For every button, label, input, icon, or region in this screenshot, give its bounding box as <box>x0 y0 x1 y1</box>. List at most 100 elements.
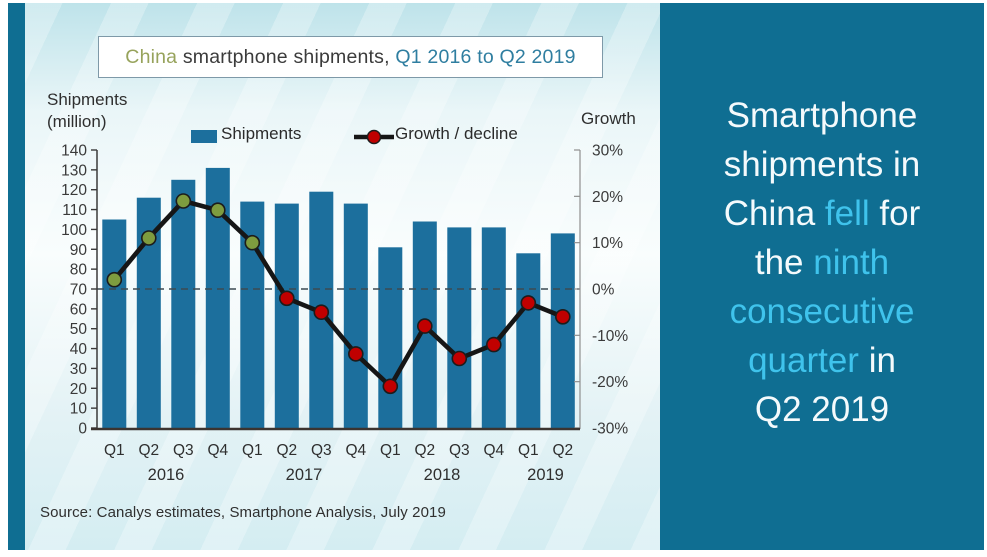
headline-highlight: quarter <box>748 341 859 380</box>
right-axis-title: Growth <box>581 109 636 128</box>
headline-highlight: fell <box>824 194 870 233</box>
growth-marker-Q3 2016 <box>175 193 192 209</box>
x-quarter-label: Q3 <box>311 442 332 459</box>
x-year-label-2017: 2017 <box>286 466 323 484</box>
growth-marker-Q3 2018 <box>451 350 468 367</box>
source-note: Source: Canalys estimates, Smartphone An… <box>40 504 446 521</box>
growth-marker-Q1 2016 <box>106 271 123 288</box>
headline-text: in <box>858 341 896 380</box>
x-quarter-label: Q1 <box>380 442 401 459</box>
x-quarter-label: Q2 <box>138 442 159 459</box>
x-quarter-label: Q2 <box>414 442 435 459</box>
shipments-legend-swatch <box>191 130 217 143</box>
x-quarter-label: Q1 <box>518 442 539 459</box>
headline-text: Smartphone <box>726 96 918 135</box>
headline-line: shipments in <box>660 140 984 189</box>
left-axis-tick-label: 70 <box>70 282 88 299</box>
headline-line: Q2 2019 <box>660 385 984 434</box>
growth-marker-Q1 2017 <box>244 234 261 251</box>
right-axis-tick-label: -10% <box>592 328 628 345</box>
x-quarter-label: Q1 <box>242 442 263 459</box>
growth-marker-Q2 2017 <box>278 290 295 307</box>
chart-title-segment: Q1 2016 to Q2 2019 <box>395 45 576 68</box>
x-quarter-label: Q4 <box>207 442 228 459</box>
headline-text: China <box>723 194 825 233</box>
shipments-bar-Q1 2018 <box>378 247 403 428</box>
x-quarter-label: Q3 <box>449 442 470 459</box>
left-axis-tick-label: 80 <box>70 262 88 279</box>
left-axis-tick-label: 130 <box>61 162 87 179</box>
combo-chart: 0 10 20 30 40 50 60 70 80 90 100 110 120 130 140 -30% -2… <box>61 143 628 485</box>
headline-line: the ninth <box>660 238 984 287</box>
left-axis-title: Shipments (million) <box>47 89 127 133</box>
chart-panel: China smartphone shipments, Q1 2016 to Q… <box>25 3 660 550</box>
left-axis-tick-label: 110 <box>62 202 87 219</box>
x-quarter-label: Q3 <box>173 442 194 459</box>
x-quarter-label: Q4 <box>345 442 366 459</box>
shipments-bar-Q3 2018 <box>447 227 472 428</box>
growth-marker-Q4 2016 <box>210 202 226 218</box>
right-axis-tick-label: 20% <box>592 189 623 206</box>
chart-title: China smartphone shipments, Q1 2016 to Q… <box>98 36 603 78</box>
left-axis-tick-label: 10 <box>70 401 88 418</box>
growth-marker-Q4 2018 <box>485 336 502 353</box>
shipments-bar-Q1 2019 <box>516 253 541 428</box>
right-axis-tick-label: 30% <box>592 143 623 160</box>
x-quarter-label: Q4 <box>483 442 504 459</box>
left-axis-tick-label: 60 <box>70 301 88 318</box>
chart-title-segment: China <box>125 45 183 68</box>
left-axis-tick-label: 40 <box>70 341 88 358</box>
left-axis-tick-label: 120 <box>61 182 87 199</box>
growth-marker-Q4 2017 <box>347 346 364 362</box>
shipments-legend-label: Shipments <box>221 124 302 143</box>
shipments-bar-Q1 2017 <box>240 201 265 428</box>
x-year-label-2019: 2019 <box>527 466 564 484</box>
headline-text: shipments in <box>723 145 921 184</box>
right-axis-tick-label: -30% <box>592 421 628 438</box>
x-quarter-label: Q2 <box>552 442 573 459</box>
shipments-bar-Q1 2016 <box>102 219 127 428</box>
growth-legend-marker-icon <box>353 129 395 150</box>
x-quarter-label: Q1 <box>104 442 125 459</box>
x-year-label-2016: 2016 <box>148 466 185 484</box>
growth-marker-Q1 2018 <box>382 378 399 395</box>
shipments-bar-Q4 2018 <box>481 227 506 428</box>
left-axis-tick-label: 100 <box>61 222 87 239</box>
growth-marker-Q2 2019 <box>554 308 571 325</box>
headline-sidebar: Smartphone shipments in China fell for the … <box>660 3 984 550</box>
headline-line: Smartphone <box>660 91 984 140</box>
left-axis-title-line: (million) <box>47 112 107 131</box>
left-axis-tick-label: 140 <box>61 143 87 160</box>
headline-highlight: consecutive <box>729 292 915 331</box>
left-axis-tick-label: 0 <box>78 421 87 438</box>
shipments-bar-Q4 2017 <box>343 203 368 428</box>
chart-title-segment: smartphone shipments, <box>182 45 396 68</box>
left-axis-tick-label: 20 <box>70 381 88 398</box>
right-axis-tick-label: 10% <box>592 235 623 252</box>
headline-highlight: ninth <box>813 243 890 282</box>
headline-line: quarter in <box>660 336 984 385</box>
headline-text: Q2 2019 <box>754 390 890 429</box>
headline-text: for <box>869 194 921 233</box>
right-axis-tick-label: 0% <box>592 282 615 299</box>
growth-marker-Q2 2016 <box>141 230 157 246</box>
headline-text: the <box>754 243 814 282</box>
growth-legend-label: Growth / decline <box>395 124 518 143</box>
left-axis-tick-label: 90 <box>70 242 88 259</box>
shipments-bar-Q3 2016 <box>171 179 196 428</box>
left-axis-tick-label: 50 <box>70 321 88 338</box>
growth-marker-Q1 2019 <box>520 295 537 311</box>
shipments-bar-Q2 2017 <box>274 203 299 428</box>
left-accent-stripe <box>8 3 25 550</box>
x-quarter-label: Q2 <box>276 442 297 459</box>
growth-marker-Q3 2017 <box>313 304 330 321</box>
x-year-label-2018: 2018 <box>424 466 461 484</box>
left-axis-tick-label: 30 <box>70 361 88 378</box>
right-axis-tick-label: -20% <box>592 374 628 391</box>
growth-marker-Q2 2018 <box>416 318 433 334</box>
headline-line: China fell for <box>660 189 984 238</box>
left-axis-title-line: Shipments <box>47 90 128 109</box>
shipments-bar-Q2 2019 <box>550 233 575 428</box>
headline-line: consecutive <box>660 287 984 336</box>
